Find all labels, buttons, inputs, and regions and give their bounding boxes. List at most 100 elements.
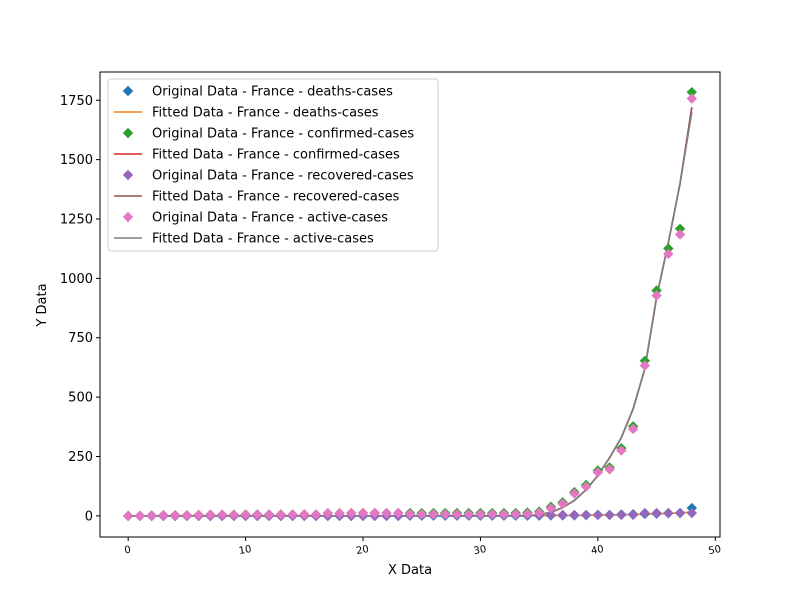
data-point <box>299 509 310 520</box>
data-point <box>533 507 545 518</box>
y-tick-label: 500 <box>68 391 93 406</box>
data-point <box>627 509 639 521</box>
data-point <box>440 509 451 520</box>
data-point <box>428 509 439 520</box>
data-point <box>686 86 698 98</box>
legend-label: Fitted Data - France - confirmed-cases <box>152 148 400 163</box>
data-point <box>674 229 686 240</box>
data-point <box>463 509 474 520</box>
data-point <box>651 507 662 519</box>
y-tick-label: 1750 <box>60 94 93 109</box>
data-point <box>393 507 404 519</box>
legend-label: Original Data - France - deaths-cases <box>152 85 393 100</box>
data-point <box>510 509 521 520</box>
data-point <box>287 509 298 520</box>
data-point <box>205 509 216 520</box>
x-tick-label: 20 <box>355 544 369 557</box>
data-point <box>663 243 674 254</box>
legend-label: Original Data - France - confirmed-cases <box>152 127 414 142</box>
legend-marker <box>122 211 134 223</box>
data-point <box>310 509 322 520</box>
legend-marker <box>122 85 134 97</box>
y-tick-label: 0 <box>85 509 93 524</box>
data-point <box>404 509 416 520</box>
legend-label: Fitted Data - France - recovered-cases <box>152 190 400 205</box>
data-point <box>475 509 486 520</box>
data-point <box>193 509 204 521</box>
data-point <box>134 510 146 522</box>
data-point <box>522 508 533 519</box>
data-point <box>616 445 627 456</box>
data-point <box>263 509 275 520</box>
data-point <box>686 507 698 519</box>
data-point <box>169 509 181 521</box>
data-point <box>545 509 557 521</box>
x-axis-label: X Data <box>388 563 432 578</box>
y-axis: 0 250 500 750 1000 1250 1500 1750 <box>60 94 100 524</box>
x-axis: 0 10 20 30 40 50 <box>124 537 722 557</box>
data-point <box>569 509 580 521</box>
data-point <box>252 509 263 520</box>
data-point <box>122 510 134 522</box>
data-point <box>216 509 228 520</box>
data-point <box>592 509 604 521</box>
data-point <box>545 503 557 514</box>
x-tick-label: 50 <box>708 544 722 557</box>
data-point <box>674 223 686 234</box>
x-tick-label: 40 <box>590 544 604 557</box>
axes-frame <box>99 71 721 538</box>
data-point <box>557 498 568 509</box>
data-point <box>357 507 369 519</box>
data-point <box>557 509 568 521</box>
data-point <box>674 507 686 519</box>
legend: Original Data - France - deaths-cases Fit… <box>107 78 439 252</box>
data-point <box>616 509 627 521</box>
y-tick-label: 1000 <box>60 272 93 287</box>
data-point <box>604 464 615 475</box>
data-point <box>580 509 592 521</box>
data-point <box>158 509 169 521</box>
data-point <box>651 290 662 301</box>
y-tick-label: 1500 <box>60 153 93 168</box>
data-point <box>639 507 651 519</box>
legend-marker <box>122 169 134 181</box>
x-tick-label: 0 <box>124 545 132 557</box>
legend-label: Fitted Data - France - active-cases <box>152 232 374 247</box>
legend-label: Fitted Data - France - deaths-cases <box>152 106 379 121</box>
data-point <box>639 360 651 371</box>
data-point <box>346 507 357 519</box>
data-point <box>569 488 580 499</box>
legend-marker <box>122 127 134 139</box>
data-point <box>498 509 510 520</box>
data-point <box>381 507 392 519</box>
data-point <box>146 510 157 521</box>
y-tick-label: 750 <box>68 331 93 346</box>
data-point <box>369 507 380 519</box>
data-point <box>580 481 592 492</box>
data-point <box>604 509 615 521</box>
data-point <box>275 509 287 520</box>
y-tick-label: 1250 <box>60 213 93 228</box>
legend-label: Original Data - France - active-cases <box>152 211 388 226</box>
data-point <box>451 509 463 520</box>
plot-area <box>122 86 698 522</box>
y-axis-label: Y Data <box>35 283 50 327</box>
data-point <box>322 508 334 519</box>
data-point <box>627 423 639 435</box>
data-point <box>592 467 604 478</box>
data-point <box>240 509 251 520</box>
y-tick-label: 250 <box>68 450 93 465</box>
data-point <box>416 509 427 520</box>
data-point <box>686 93 698 104</box>
data-point <box>663 507 674 519</box>
data-point <box>486 509 498 520</box>
legend-box <box>107 78 439 252</box>
x-tick-label: 10 <box>238 544 252 557</box>
x-tick-label: 30 <box>473 544 487 557</box>
data-point <box>334 508 345 519</box>
data-point <box>181 509 193 521</box>
data-point <box>228 509 240 520</box>
data-point <box>663 248 674 260</box>
legend-label: Original Data - France - recovered-cases <box>152 169 414 184</box>
